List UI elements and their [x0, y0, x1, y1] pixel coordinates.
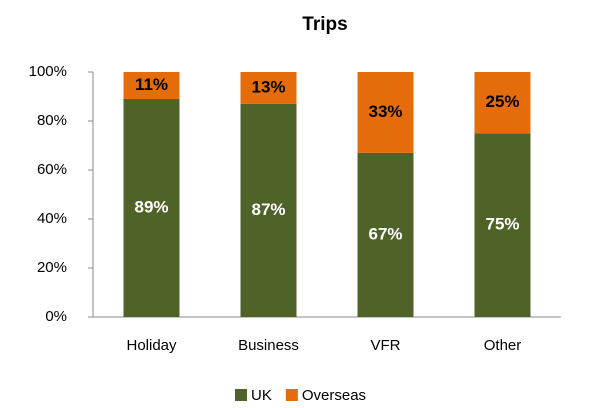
- y-tick-label: 20%: [37, 259, 67, 276]
- x-tick-label: Other: [484, 337, 522, 354]
- value-label: 67%: [368, 224, 402, 243]
- y-tick-label: 100%: [29, 63, 67, 80]
- bar-segment: [123, 98, 180, 317]
- value-label: 87%: [251, 200, 285, 219]
- value-label: 33%: [368, 102, 402, 121]
- bar-segment: [357, 152, 414, 317]
- chart-title: Trips: [302, 14, 347, 35]
- y-tick-label: 40%: [37, 210, 67, 227]
- bar-segment: [474, 72, 531, 134]
- y-tick-label: 60%: [37, 161, 67, 178]
- bar-segment: [240, 72, 297, 104]
- legend-swatch: [285, 389, 298, 401]
- y-tick-label: 0%: [45, 308, 67, 325]
- bar-segment: [240, 103, 297, 317]
- y-tick-label: 80%: [37, 112, 67, 129]
- value-label: 89%: [134, 197, 168, 216]
- legend-label: Overseas: [302, 387, 366, 404]
- value-label: 75%: [485, 215, 519, 234]
- bar-segment: [123, 72, 180, 99]
- legend-label: UK: [251, 387, 272, 404]
- x-tick-label: VFR: [371, 337, 401, 354]
- x-tick-label: Business: [238, 337, 299, 354]
- bar-segment: [474, 133, 531, 317]
- value-label: 25%: [485, 92, 519, 111]
- value-label: 11%: [135, 75, 168, 94]
- x-tick-label: Holiday: [126, 337, 177, 354]
- value-label: 13%: [251, 77, 285, 96]
- bar-segment: [357, 72, 414, 153]
- legend-swatch: [235, 389, 247, 401]
